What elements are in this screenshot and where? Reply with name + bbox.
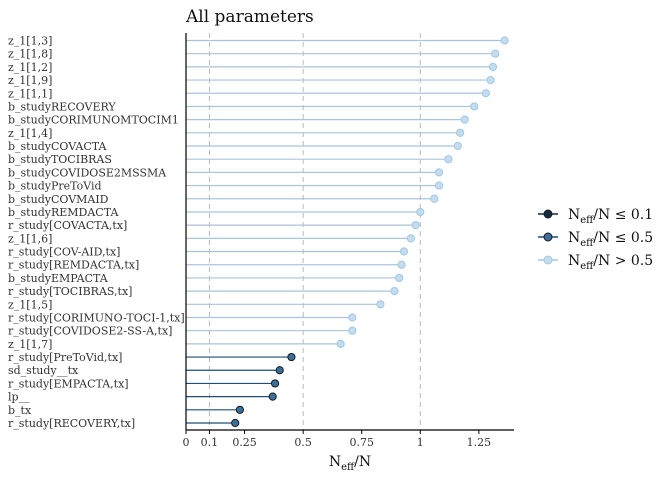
point-7 [456, 128, 465, 137]
legend: Neff/N ≤ 0.1 Neff/N ≤ 0.5 Neff/N > 0.5 [538, 207, 653, 272]
point-17 [397, 260, 406, 269]
point-21 [348, 313, 357, 322]
y-label-29: r_study[RECOVERY,tx] [8, 417, 135, 430]
y-label-15: z_1[1,6] [8, 232, 52, 245]
y-label-11: b_studyPreToVid [8, 180, 102, 193]
lollipop-stems [186, 39, 505, 424]
x-tick-label-4: 0.75 [349, 436, 374, 449]
y-label-2: z_1[1,2] [8, 61, 52, 74]
legend-label-1: Neff/N ≤ 0.5 [568, 230, 653, 249]
x-tick-label-2: 0.25 [232, 436, 257, 449]
point-20 [376, 300, 385, 309]
y-label-26: r_study[EMPACTA,tx] [8, 377, 129, 390]
point-14 [411, 221, 420, 230]
y-label-7: z_1[1,4] [8, 127, 52, 140]
lollipop-points [231, 36, 509, 428]
x-tick-label-1: 0.1 [201, 436, 219, 449]
y-label-19: r_study[TOCIBRAS,tx] [8, 285, 132, 298]
y-label-22: r_study[COVIDOSE2-SS-A,tx] [8, 325, 172, 338]
point-8 [453, 141, 462, 151]
legend-key-point-2 [543, 255, 553, 265]
point-9 [444, 155, 453, 164]
point-15 [406, 234, 416, 243]
y-label-4: z_1[1,1] [8, 87, 52, 100]
point-19 [390, 287, 399, 296]
x-tick-label-0: 0 [183, 436, 190, 449]
y-label-10: b_studyCOVIDOSE2MSSMA [8, 166, 167, 179]
x-axis: 0 0.1 0.25 0.5 0.75 1 1.25 [183, 33, 514, 449]
point-22 [348, 326, 357, 335]
chart-title: All parameters [185, 7, 314, 27]
y-label-0: z_1[1,3] [8, 35, 52, 48]
legend-key-point-0 [543, 209, 553, 219]
point-24 [287, 352, 296, 362]
y-label-12: b_studyCOVMAID [8, 193, 109, 206]
point-0 [500, 36, 509, 45]
y-label-9: b_studyTOCIBRAS [8, 153, 112, 166]
point-26 [270, 379, 280, 388]
y-label-20: z_1[1,5] [8, 298, 52, 311]
y-label-27: lp__ [8, 391, 30, 404]
point-5 [470, 102, 479, 111]
legend-label-0: Neff/N ≤ 0.1 [568, 207, 653, 226]
point-28 [235, 405, 244, 414]
y-label-18: b_studyEMPACTA [8, 272, 109, 285]
point-6 [460, 115, 469, 124]
point-27 [268, 392, 277, 401]
y-label-6: b_studyCORIMUNOMTOCIM1 [8, 114, 179, 127]
reference-lines [208, 33, 421, 430]
x-tick-label-5: 1 [417, 436, 424, 449]
y-label-28: b_tx [8, 404, 32, 417]
x-tick-label-6: 1.25 [467, 436, 492, 449]
y-label-5: b_studyRECOVERY [8, 100, 116, 113]
y-label-16: r_study[COV-AID,tx] [8, 246, 120, 259]
point-12 [430, 194, 439, 203]
point-4 [481, 89, 490, 98]
y-label-14: r_study[COVACTA,tx] [8, 219, 127, 232]
point-18 [395, 273, 404, 283]
point-3 [486, 75, 495, 85]
point-29 [231, 418, 240, 428]
y-axis-labels: z_1[1,3]z_1[1,8]z_1[1,2]z_1[1,9]z_1[1,1]… [8, 35, 185, 431]
point-10 [434, 168, 444, 177]
y-label-17: r_study[REMDACTA,tx] [8, 259, 139, 272]
point-16 [399, 247, 408, 256]
x-tick-label-3: 0.5 [294, 436, 312, 449]
y-label-13: b_studyREMDACTA [8, 206, 119, 219]
y-label-1: z_1[1,8] [8, 48, 52, 61]
point-1 [491, 49, 500, 58]
y-label-24: r_study[PreToVid,tx] [8, 351, 122, 364]
y-label-3: z_1[1,9] [8, 74, 52, 87]
y-label-23: z_1[1,7] [8, 338, 52, 351]
y-label-25: sd_study__tx [8, 364, 79, 377]
point-13 [416, 207, 425, 217]
point-25 [275, 366, 284, 375]
y-label-8: b_studyCOVACTA [8, 140, 107, 153]
legend-key-point-1 [543, 232, 553, 242]
point-2 [488, 62, 498, 71]
point-11 [434, 181, 444, 190]
y-label-21: r_study[CORIMUNO-TOCI-1,tx] [8, 311, 185, 324]
point-23 [336, 339, 345, 348]
x-axis-title: Neff/N [329, 454, 371, 473]
legend-label-2: Neff/N > 0.5 [568, 253, 653, 272]
